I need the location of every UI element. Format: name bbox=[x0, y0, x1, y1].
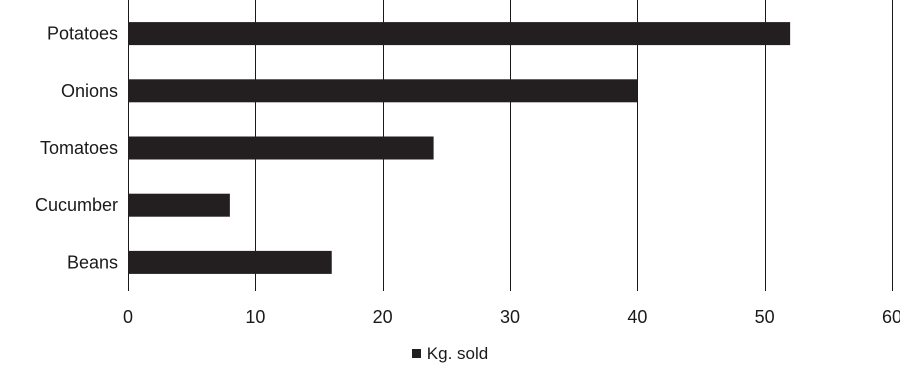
legend: Kg. sold bbox=[0, 344, 900, 364]
category-label-potatoes: Potatoes bbox=[47, 24, 118, 44]
bar-beans bbox=[128, 250, 332, 274]
category-label-onions: Onions bbox=[61, 81, 118, 101]
category-labels: Potatoes Onions Tomatoes Cucumber Beans bbox=[35, 24, 118, 273]
bar-tomatoes bbox=[128, 136, 434, 160]
category-label-tomatoes: Tomatoes bbox=[40, 138, 118, 158]
x-tick-label-60: 60 bbox=[882, 307, 900, 327]
bar-potatoes bbox=[128, 22, 791, 46]
bar-cucumber bbox=[128, 193, 230, 217]
x-tick-label-50: 50 bbox=[755, 307, 775, 327]
legend-label: Kg. sold bbox=[426, 344, 489, 363]
bars bbox=[128, 22, 791, 274]
x-tick-label-20: 20 bbox=[373, 307, 393, 327]
x-tick-label-30: 30 bbox=[500, 307, 520, 327]
bar-onions bbox=[128, 79, 638, 103]
category-label-beans: Beans bbox=[67, 252, 118, 272]
legend-swatch bbox=[411, 349, 421, 359]
x-tick-labels: 0 10 20 30 40 50 60 bbox=[123, 307, 900, 327]
x-tick-label-40: 40 bbox=[627, 307, 647, 327]
category-label-cucumber: Cucumber bbox=[35, 195, 118, 215]
x-tick-label-10: 10 bbox=[245, 307, 265, 327]
x-tick-label-0: 0 bbox=[123, 307, 133, 327]
